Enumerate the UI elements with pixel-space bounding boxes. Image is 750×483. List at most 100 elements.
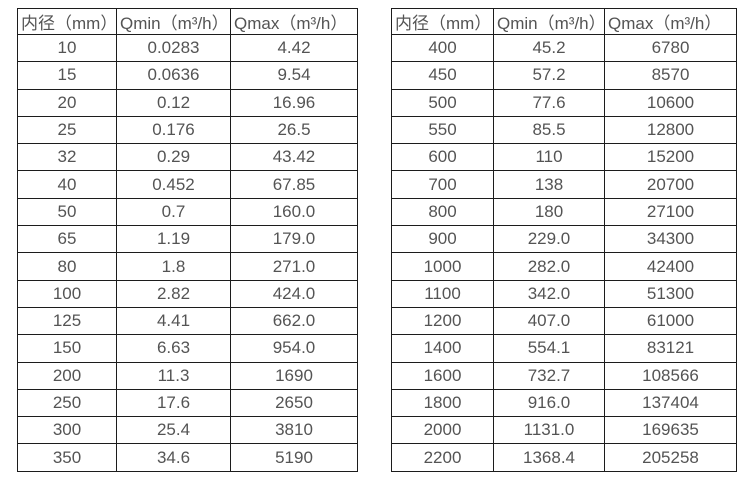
qmin-cell: 407.0 [493, 306, 605, 336]
qmax-cell: 5190 [230, 443, 358, 472]
qmax-cell: 160.0 [230, 197, 358, 227]
diameter-cell: 1400 [391, 334, 494, 363]
table-row: 15 0.0636 9.54 [17, 61, 358, 90]
diameter-cell: 250 [17, 388, 117, 418]
qmin-header: Qmin（m³/h） [493, 8, 605, 35]
table-row: 1400 554.1 83121 [391, 334, 737, 363]
qmax-cell: 9.54 [230, 61, 358, 90]
header-row: 内径（mm） Qmin（m³/h） Qmax（m³/h） [391, 8, 737, 35]
qmax-cell: 61000 [604, 306, 737, 336]
table-row: 125 4.41 662.0 [17, 306, 358, 336]
table-row: 300 25.4 3810 [17, 416, 358, 445]
qmin-cell: 6.63 [116, 334, 231, 363]
qmax-header: Qmax（m³/h） [604, 8, 737, 35]
qmax-cell: 12800 [604, 115, 737, 145]
qmin-cell: 732.7 [493, 361, 605, 390]
qmax-cell: 83121 [604, 334, 737, 363]
qmax-header: Qmax（m³/h） [230, 8, 358, 35]
diameter-cell: 300 [17, 416, 117, 445]
qmin-cell: 85.5 [493, 115, 605, 145]
diameter-cell: 1800 [391, 388, 494, 418]
diameter-cell: 25 [17, 115, 117, 145]
diameter-cell: 50 [17, 197, 117, 227]
table-row: 40 0.452 67.85 [17, 170, 358, 199]
table-row: 1600 732.7 108566 [391, 361, 737, 390]
qmax-cell: 51300 [604, 279, 737, 308]
diameter-cell: 125 [17, 306, 117, 336]
table-row: 100 2.82 424.0 [17, 279, 358, 308]
table-row: 900 229.0 34300 [391, 225, 737, 254]
qmin-cell: 0.29 [116, 143, 231, 172]
qmin-cell: 0.0283 [116, 33, 231, 63]
qmin-cell: 34.6 [116, 443, 231, 472]
diameter-cell: 600 [391, 143, 494, 172]
qmax-cell: 424.0 [230, 279, 358, 308]
diameter-cell: 20 [17, 88, 117, 117]
qmax-cell: 1690 [230, 361, 358, 390]
diameter-cell: 1100 [391, 279, 494, 308]
table-row: 80 1.8 271.0 [17, 252, 358, 281]
qmax-cell: 67.85 [230, 170, 358, 199]
diameter-cell: 80 [17, 252, 117, 281]
qmin-cell: 1.8 [116, 252, 231, 281]
table-row: 200 11.3 1690 [17, 361, 358, 390]
table-row: 250 17.6 2650 [17, 388, 358, 418]
table-row: 150 6.63 954.0 [17, 334, 358, 363]
qmin-cell: 342.0 [493, 279, 605, 308]
qmin-cell: 77.6 [493, 88, 605, 117]
qmin-cell: 1131.0 [493, 416, 605, 445]
qmin-cell: 57.2 [493, 61, 605, 90]
qmax-cell: 8570 [604, 61, 737, 90]
qmin-cell: 2.82 [116, 279, 231, 308]
qmin-cell: 0.12 [116, 88, 231, 117]
qmax-cell: 34300 [604, 225, 737, 254]
qmax-cell: 42400 [604, 252, 737, 281]
qmin-cell: 916.0 [493, 388, 605, 418]
diameter-cell: 100 [17, 279, 117, 308]
table-row: 1100 342.0 51300 [391, 279, 737, 308]
table-row: 20 0.12 16.96 [17, 88, 358, 117]
qmin-cell: 1.19 [116, 225, 231, 254]
table-row: 350 34.6 5190 [17, 443, 358, 472]
table-row: 65 1.19 179.0 [17, 225, 358, 254]
table-row: 10 0.0283 4.42 [17, 33, 358, 63]
qmin-cell: 1368.4 [493, 443, 605, 472]
qmax-cell: 205258 [604, 443, 737, 472]
diameter-cell: 1200 [391, 306, 494, 336]
table-row: 25 0.176 26.5 [17, 115, 358, 145]
qmax-cell: 4.42 [230, 33, 358, 63]
diameter-cell: 400 [391, 33, 494, 63]
qmax-cell: 16.96 [230, 88, 358, 117]
qmax-cell: 271.0 [230, 252, 358, 281]
table-row: 800 180 27100 [391, 197, 737, 227]
qmax-cell: 662.0 [230, 306, 358, 336]
qmax-cell: 3810 [230, 416, 358, 445]
diameter-cell: 2200 [391, 443, 494, 472]
qmin-cell: 0.176 [116, 115, 231, 145]
qmin-cell: 180 [493, 197, 605, 227]
table-row: 2200 1368.4 205258 [391, 443, 737, 472]
qmin-cell: 0.0636 [116, 61, 231, 90]
qmax-cell: 27100 [604, 197, 737, 227]
table-row: 500 77.6 10600 [391, 88, 737, 117]
qmax-cell: 20700 [604, 170, 737, 199]
diameter-cell: 32 [17, 143, 117, 172]
qmin-cell: 554.1 [493, 334, 605, 363]
qmin-cell: 138 [493, 170, 605, 199]
qmin-header: Qmin（m³/h） [116, 8, 231, 35]
qmax-cell: 43.42 [230, 143, 358, 172]
qmax-cell: 137404 [604, 388, 737, 418]
qmax-cell: 179.0 [230, 225, 358, 254]
table-row: 32 0.29 43.42 [17, 143, 358, 172]
qmin-cell: 110 [493, 143, 605, 172]
header-row: 内径（mm） Qmin（m³/h） Qmax（m³/h） [17, 8, 358, 35]
diameter-cell: 900 [391, 225, 494, 254]
table-row: 1800 916.0 137404 [391, 388, 737, 418]
diameter-cell: 200 [17, 361, 117, 390]
qmax-cell: 954.0 [230, 334, 358, 363]
table-row: 600 110 15200 [391, 143, 737, 172]
qmax-cell: 169635 [604, 416, 737, 445]
flow-rate-table-small-diameters: 内径（mm） Qmin（m³/h） Qmax（m³/h） 10 0.0283 4.42 1… [17, 8, 358, 472]
qmin-cell: 0.7 [116, 197, 231, 227]
